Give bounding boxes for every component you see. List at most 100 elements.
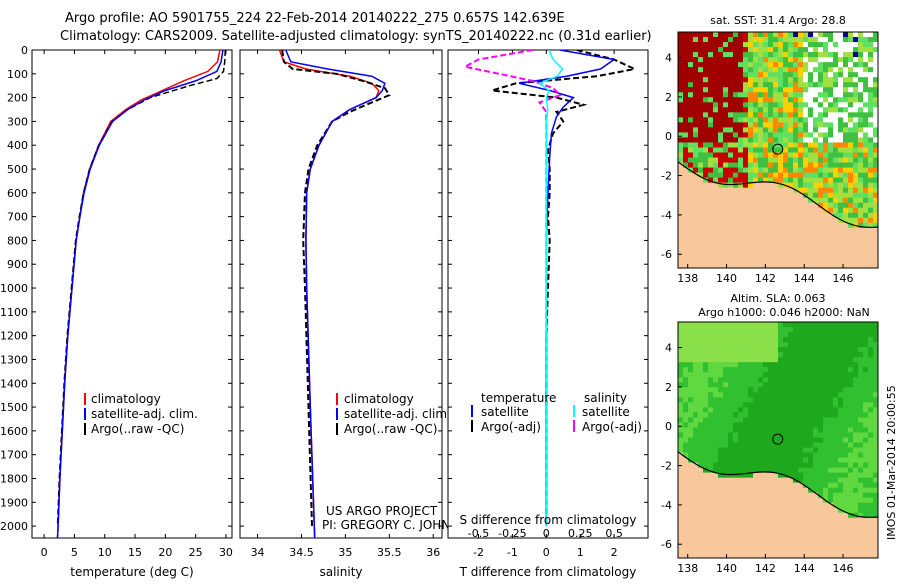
map-cell <box>698 387 704 393</box>
map-cell <box>703 472 709 479</box>
map-cell <box>778 167 784 174</box>
map-cell <box>873 67 878 73</box>
map-cell <box>683 262 689 268</box>
map-cell <box>728 402 734 408</box>
map-cell <box>873 322 878 328</box>
map-cell <box>703 362 709 368</box>
map-cell <box>718 242 724 249</box>
map-cell <box>803 487 809 494</box>
map-cell <box>778 232 784 239</box>
map-cell <box>868 127 874 133</box>
map-cell <box>808 482 814 489</box>
map-cell <box>788 257 794 264</box>
map-cell <box>683 502 689 509</box>
map-cell <box>713 322 719 328</box>
map-cell <box>753 497 759 504</box>
map-cell <box>828 147 834 154</box>
map-cell <box>768 162 774 169</box>
map-cell <box>708 127 714 133</box>
map-cell <box>703 107 709 113</box>
map-cell <box>813 242 819 249</box>
map-cell <box>738 172 744 179</box>
map-cell <box>678 442 684 449</box>
map-cell <box>758 257 764 264</box>
map-cell <box>758 52 764 58</box>
map-cell <box>778 52 784 58</box>
map-cell <box>873 47 878 53</box>
map-cell <box>768 117 774 123</box>
map-cell <box>808 117 814 123</box>
map-cell <box>718 67 724 73</box>
map-cell <box>773 387 779 393</box>
map-cell <box>723 352 729 358</box>
map-y-tick-label: -2 <box>661 460 672 473</box>
map-cell <box>853 392 859 398</box>
map-cell <box>778 132 784 138</box>
map-cell <box>828 427 834 433</box>
map-cell <box>718 432 724 438</box>
map-cell <box>863 192 869 199</box>
map-cell <box>808 162 814 169</box>
map-cell <box>803 62 809 68</box>
map-cell <box>773 497 779 504</box>
map-cell <box>813 152 819 159</box>
map-cell <box>733 242 739 249</box>
map-cell <box>758 217 764 224</box>
map-cell <box>803 247 809 254</box>
map-cell <box>753 432 759 438</box>
map-cell <box>758 202 764 209</box>
map-cell <box>873 392 878 398</box>
map-cell <box>758 372 764 378</box>
map-cell <box>723 397 729 403</box>
map-cell <box>793 257 799 264</box>
map-cell <box>683 257 689 264</box>
map-cell <box>858 237 864 244</box>
map-cell <box>833 242 839 249</box>
map-cell <box>823 92 829 98</box>
map-cell <box>693 342 699 348</box>
map-cell <box>783 117 789 123</box>
map-cell <box>808 112 814 118</box>
map-cell <box>703 162 709 169</box>
map-cell <box>853 242 859 249</box>
map-cell <box>768 512 774 519</box>
map-cell <box>718 417 724 423</box>
map-cell <box>688 437 694 444</box>
map-cell <box>828 252 834 259</box>
map-cell <box>728 407 734 413</box>
map-cell <box>763 342 769 348</box>
map-cell <box>723 442 729 449</box>
map-cell <box>688 137 694 143</box>
map-cell <box>738 97 744 103</box>
map-cell <box>743 477 749 484</box>
map-cell <box>783 452 789 459</box>
map-cell <box>703 422 709 428</box>
map-cell <box>753 422 759 428</box>
map-y-tick-label: 2 <box>665 381 672 394</box>
map-cell <box>838 437 844 444</box>
map-cell <box>688 337 694 343</box>
map-cell <box>678 47 684 53</box>
map-cell <box>788 87 794 93</box>
map-cell <box>678 322 684 328</box>
map-cell <box>803 522 809 529</box>
map-cell <box>793 117 799 123</box>
map-cell <box>718 137 724 143</box>
map-cell <box>823 487 829 494</box>
map-cell <box>833 367 839 373</box>
map-cell <box>873 147 878 154</box>
map-cell <box>678 537 684 544</box>
map-cell <box>808 97 814 103</box>
map-cell <box>868 367 874 373</box>
map-cell <box>733 257 739 264</box>
map-cell <box>803 72 809 78</box>
map-cell <box>768 242 774 249</box>
map-cell <box>753 192 759 199</box>
map-cell <box>868 177 874 184</box>
map-cell <box>868 252 874 259</box>
map-cell <box>843 482 849 489</box>
map-cell <box>863 82 869 88</box>
map-cell <box>688 247 694 254</box>
map-cell <box>803 207 809 214</box>
